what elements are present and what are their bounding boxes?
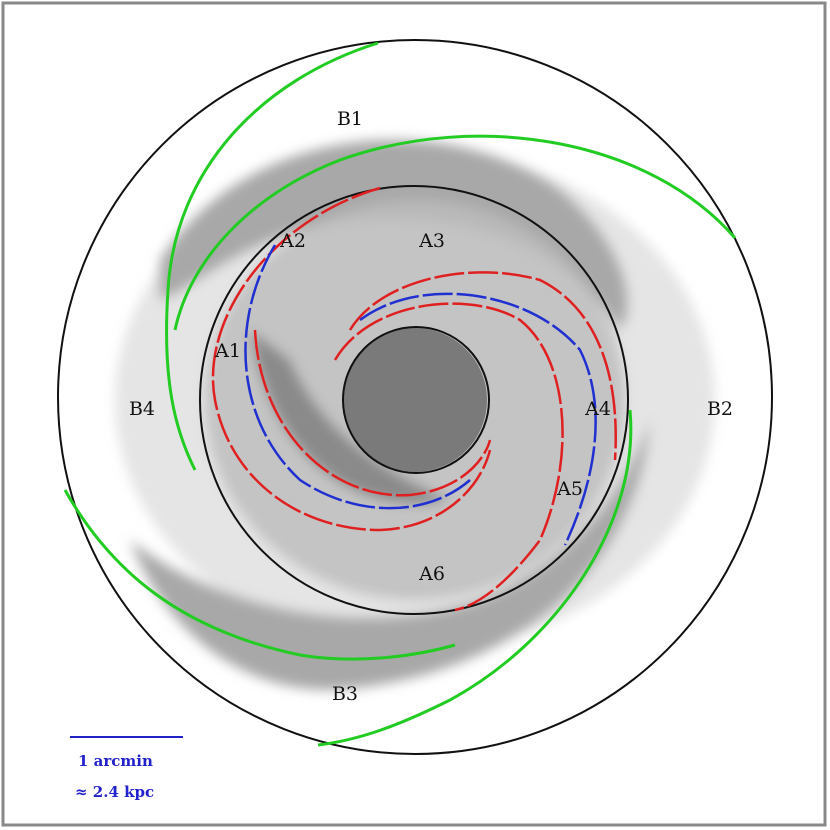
green-arc	[317, 409, 633, 747]
region-label: A2	[279, 230, 306, 252]
green-arc	[173, 134, 737, 331]
region-label: B4	[129, 398, 155, 420]
scale-label: 1 arcmin	[78, 752, 153, 770]
region-label: A5	[556, 478, 583, 500]
red-arc	[253, 329, 492, 497]
galaxy-core	[343, 328, 487, 472]
region-label: A6	[418, 563, 445, 585]
scale-label: ≈ 2.4 kpc	[75, 783, 154, 801]
green-arc	[63, 489, 456, 661]
region-labels: B1 B2 B3 B4 A1 A2 A3 A4 A5 A6	[129, 108, 733, 705]
region-label: A3	[418, 230, 445, 252]
red-arc	[211, 186, 492, 532]
inner-ring	[342, 326, 490, 474]
red-arc	[348, 271, 617, 461]
region-label: A1	[214, 340, 241, 362]
blue-arc	[244, 244, 471, 510]
outer-ring	[57, 39, 773, 755]
green-arc	[165, 41, 379, 471]
region-label: B1	[337, 108, 363, 130]
region-label: B3	[332, 683, 358, 705]
region-label: A4	[584, 398, 611, 420]
red-arc	[333, 302, 564, 612]
region-label: B2	[707, 398, 733, 420]
blue-arc	[359, 292, 597, 546]
middle-ring	[199, 185, 629, 615]
